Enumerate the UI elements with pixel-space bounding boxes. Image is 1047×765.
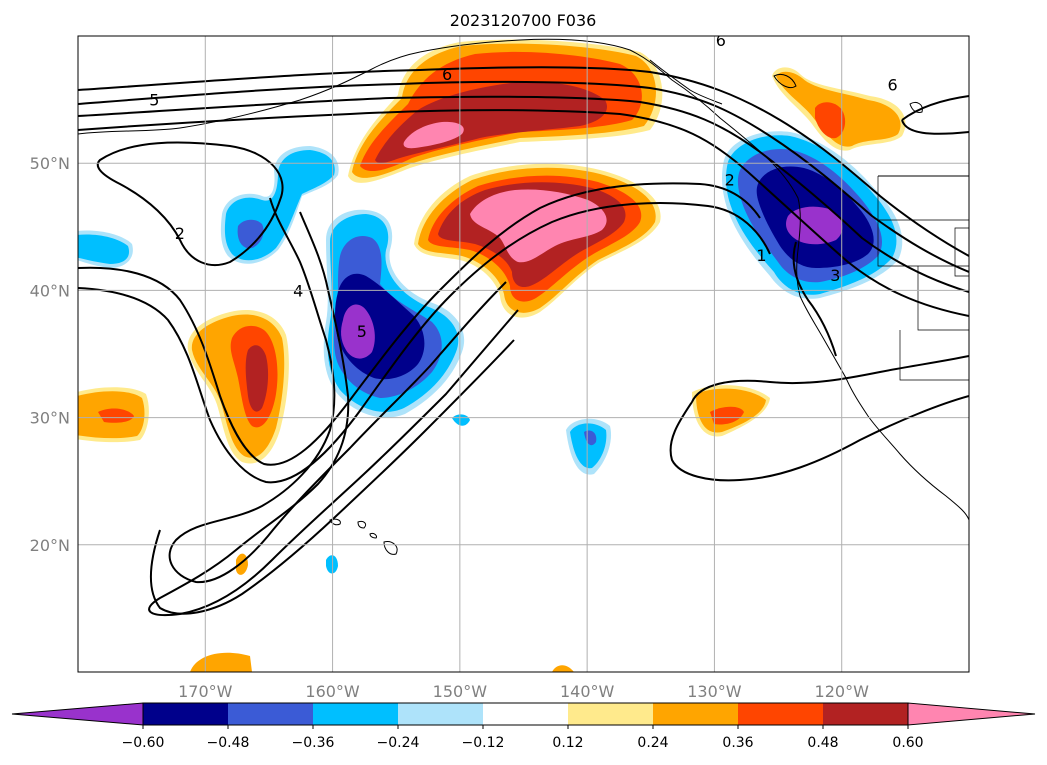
colorbar-segment — [313, 703, 398, 725]
alaska-panhandle-islands — [649, 59, 723, 105]
figure-title: 2023120700 F036 — [450, 11, 597, 30]
contour-label: 6 — [888, 75, 898, 94]
colorbar-segment — [228, 703, 313, 725]
positive-anomaly-central-pacific — [414, 163, 661, 318]
lat-tick-label: 30°N — [30, 409, 70, 428]
colorbar-tick-label: 0.24 — [637, 735, 668, 751]
anomaly-shading — [78, 39, 906, 672]
map-frame — [77, 35, 970, 673]
state-border-box — [954, 227, 969, 277]
colorbar-segment — [738, 703, 823, 725]
coastal-islands — [773, 73, 923, 113]
contour-label: 5 — [357, 322, 367, 341]
colorbar-extend-high — [907, 702, 1036, 726]
lon-tick-label: 120°W — [815, 682, 870, 701]
colorbar-tick-label: 0.48 — [807, 735, 838, 751]
lon-tick-label: 130°W — [687, 682, 742, 701]
positive-anomaly-small-3 — [552, 665, 574, 672]
colorbar-tick-label: 0.12 — [552, 735, 583, 751]
lon-tick-label: 150°W — [433, 682, 488, 701]
aleutian-chain — [78, 51, 421, 135]
colorbar-tick-label: −0.36 — [292, 735, 335, 751]
colorbar-segment — [653, 703, 738, 725]
colorbar-segment — [568, 703, 653, 725]
contour-line — [669, 355, 969, 482]
contour-label: 5 — [149, 91, 159, 110]
contour-line — [150, 339, 515, 615]
colorbar-tick-label: −0.12 — [462, 735, 505, 751]
colorbar-segment — [143, 703, 228, 725]
lat-tick-label: 20°N — [30, 536, 70, 555]
negative-anomaly-small-2 — [566, 418, 612, 475]
state-borders — [877, 176, 969, 267]
negative-anomaly-west-edge — [78, 234, 129, 264]
positive-anomaly-subtropical-west — [187, 310, 289, 464]
colorbar-segment — [483, 703, 568, 725]
positive-anomaly-east-subtropic — [692, 385, 770, 437]
gridlines — [78, 36, 969, 672]
contour-line — [78, 202, 771, 484]
negative-anomaly-pacific-northwest — [722, 131, 903, 299]
hawaii-islands — [329, 518, 398, 555]
contour-line — [78, 80, 969, 273]
colorbar-extend-low — [11, 702, 144, 726]
colorbar-segment — [823, 703, 908, 725]
longitude-labels: 170°W 160°W 150°W 140°W 130°W 120°W — [178, 682, 869, 701]
contour-line — [78, 109, 969, 317]
state-borders-2 — [878, 219, 969, 381]
contour-line — [792, 241, 837, 357]
contour-label: 2 — [725, 171, 735, 190]
lon-tick-label: 160°W — [305, 682, 360, 701]
lon-tick-label: 140°W — [560, 682, 615, 701]
contour-label: 6 — [716, 31, 726, 50]
positive-anomaly-british-columbia — [772, 67, 906, 151]
contour-label: 2 — [175, 224, 185, 243]
height-contours — [78, 66, 969, 616]
latitude-labels: 20°N 30°N 40°N 50°N — [30, 154, 70, 555]
colorbar-tick-label: −0.48 — [207, 735, 250, 751]
lon-tick-label: 170°W — [178, 682, 233, 701]
lat-tick-label: 50°N — [30, 154, 70, 173]
north-america-coast — [419, 38, 969, 521]
contour-line — [78, 182, 761, 466]
contour-line — [78, 95, 969, 293]
contour-label: 3 — [830, 266, 840, 285]
colorbar-segment — [398, 703, 483, 725]
positive-anomaly-west-edge — [78, 387, 149, 443]
colorbar: −0.60 −0.48 −0.36 −0.24 −0.12 0.12 0.24 0.36 0.4… — [11, 702, 1036, 751]
contour-label: 6 — [442, 65, 452, 84]
colorbar-tick-label: −0.24 — [377, 735, 420, 751]
contour-line — [78, 66, 969, 257]
colorbar-tick-label: 0.60 — [892, 735, 923, 751]
colorbar-tick-label: 0.36 — [722, 735, 753, 751]
contour-line — [96, 141, 284, 266]
contour-line — [168, 197, 507, 584]
lat-tick-label: 40°N — [30, 281, 70, 300]
contour-line — [148, 211, 519, 616]
colorbar-tick-label: −0.60 — [122, 735, 165, 751]
coastlines — [78, 38, 969, 555]
contour-line — [901, 95, 969, 135]
colorbar-frame — [142, 702, 909, 726]
negative-anomaly-small-3 — [326, 555, 338, 574]
contour-label: 1 — [756, 246, 766, 265]
